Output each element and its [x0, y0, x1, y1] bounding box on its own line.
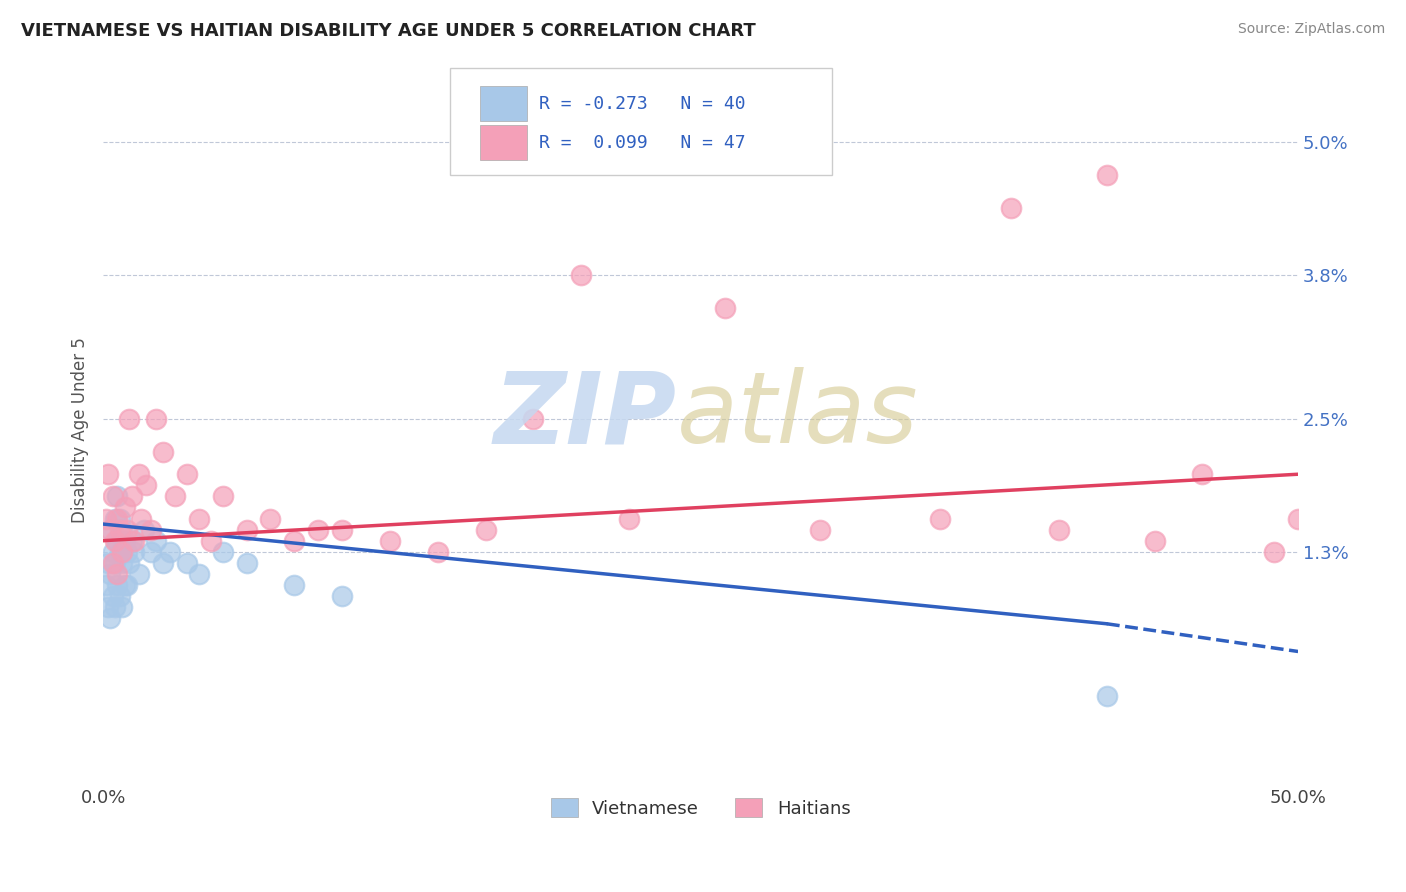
Point	[107, 533, 129, 548]
Point	[1047, 523, 1070, 537]
Point	[98, 611, 121, 625]
Point	[139, 545, 162, 559]
Point	[474, 523, 496, 537]
Text: VIETNAMESE VS HAITIAN DISABILITY AGE UNDER 5 CORRELATION CHART: VIETNAMESE VS HAITIAN DISABILITY AGE UND…	[21, 22, 756, 40]
Point	[104, 600, 127, 615]
Point	[235, 523, 257, 537]
Point	[1191, 467, 1213, 482]
Point	[522, 412, 544, 426]
Point	[115, 578, 138, 592]
Point	[97, 556, 120, 570]
Point	[330, 589, 353, 603]
Point	[128, 467, 150, 482]
Point	[283, 533, 305, 548]
Point	[114, 500, 136, 515]
Point	[211, 489, 233, 503]
Point	[128, 566, 150, 581]
Point	[101, 589, 124, 603]
Point	[187, 511, 209, 525]
Point	[107, 578, 129, 592]
Point	[98, 566, 121, 581]
Point	[163, 489, 186, 503]
Point	[330, 523, 353, 537]
Point	[107, 511, 129, 525]
Point	[104, 556, 127, 570]
Point	[135, 478, 157, 492]
Point	[114, 578, 136, 592]
Point	[187, 566, 209, 581]
Point	[118, 412, 141, 426]
Point	[1000, 202, 1022, 216]
Point	[569, 268, 592, 282]
Text: R = -0.273   N = 40: R = -0.273 N = 40	[540, 95, 747, 112]
Point	[101, 556, 124, 570]
Point	[259, 511, 281, 525]
Text: atlas: atlas	[676, 368, 918, 464]
Point	[1143, 533, 1166, 548]
Point	[378, 533, 401, 548]
Point	[132, 523, 155, 537]
Point	[283, 578, 305, 592]
Point	[111, 545, 134, 559]
Legend: Vietnamese, Haitians: Vietnamese, Haitians	[544, 791, 858, 825]
Text: ZIP: ZIP	[494, 368, 676, 464]
Point	[200, 533, 222, 548]
Point	[111, 600, 134, 615]
Point	[98, 523, 121, 537]
Point	[131, 511, 153, 525]
Point	[97, 467, 120, 482]
Point	[104, 533, 127, 548]
Point	[121, 533, 143, 548]
Point	[122, 533, 145, 548]
Y-axis label: Disability Age Under 5: Disability Age Under 5	[72, 337, 89, 523]
Point	[107, 489, 129, 503]
Point	[176, 467, 198, 482]
Point	[159, 545, 181, 559]
Point	[152, 556, 174, 570]
FancyBboxPatch shape	[479, 125, 527, 161]
Point	[111, 523, 134, 537]
Point	[108, 511, 131, 525]
Point	[145, 533, 167, 548]
Point	[104, 511, 127, 525]
Point	[108, 523, 131, 537]
Point	[118, 556, 141, 570]
Point	[108, 545, 131, 559]
Point	[1263, 545, 1285, 559]
Point	[176, 556, 198, 570]
Point	[121, 489, 143, 503]
Point	[115, 523, 138, 537]
Point	[1095, 689, 1118, 703]
Point	[426, 545, 449, 559]
Point	[928, 511, 950, 525]
Point	[1286, 511, 1309, 525]
Point	[152, 445, 174, 459]
Point	[1095, 168, 1118, 182]
Point	[97, 600, 120, 615]
Point	[617, 511, 640, 525]
Text: R =  0.099   N = 47: R = 0.099 N = 47	[540, 134, 747, 152]
Point	[111, 556, 134, 570]
Point	[235, 556, 257, 570]
FancyBboxPatch shape	[479, 86, 527, 121]
Point	[122, 545, 145, 559]
Point	[98, 523, 121, 537]
Point	[115, 545, 138, 559]
Point	[107, 566, 129, 581]
Text: Source: ZipAtlas.com: Source: ZipAtlas.com	[1237, 22, 1385, 37]
Point	[94, 578, 117, 592]
Point	[101, 489, 124, 503]
Point	[307, 523, 329, 537]
Point	[101, 545, 124, 559]
Point	[713, 301, 735, 315]
Point	[108, 589, 131, 603]
Point	[808, 523, 831, 537]
Point	[139, 523, 162, 537]
Point	[145, 412, 167, 426]
Point	[94, 511, 117, 525]
Point	[211, 545, 233, 559]
Point	[114, 533, 136, 548]
FancyBboxPatch shape	[450, 69, 832, 175]
